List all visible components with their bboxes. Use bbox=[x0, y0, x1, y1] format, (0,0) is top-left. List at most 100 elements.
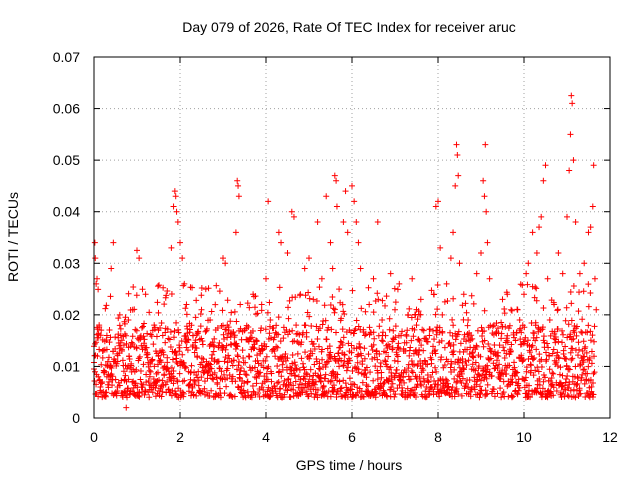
data-point bbox=[216, 339, 223, 346]
data-point bbox=[183, 323, 190, 330]
data-point bbox=[166, 336, 173, 343]
data-point bbox=[530, 356, 537, 363]
data-point bbox=[444, 380, 451, 387]
data-point bbox=[218, 368, 225, 375]
data-point bbox=[504, 332, 511, 339]
data-point bbox=[411, 326, 418, 333]
data-point bbox=[176, 342, 183, 349]
data-point bbox=[517, 336, 524, 343]
data-point bbox=[201, 385, 208, 392]
data-point bbox=[432, 203, 439, 210]
data-point bbox=[565, 393, 572, 400]
data-point bbox=[198, 306, 205, 313]
data-point bbox=[172, 390, 179, 397]
data-point bbox=[417, 378, 424, 385]
data-point bbox=[567, 131, 574, 138]
data-point bbox=[275, 378, 282, 385]
data-point bbox=[265, 198, 272, 205]
data-point bbox=[438, 337, 445, 344]
data-point bbox=[426, 332, 433, 339]
data-point bbox=[179, 351, 186, 358]
data-point bbox=[370, 309, 377, 316]
data-point bbox=[391, 285, 398, 292]
x-tick-labels: 0 2 4 6 8 10 12 bbox=[90, 429, 618, 445]
data-point bbox=[355, 239, 362, 246]
data-point bbox=[223, 342, 230, 349]
data-point bbox=[351, 327, 358, 334]
data-point bbox=[531, 294, 538, 301]
data-point bbox=[224, 375, 231, 382]
data-point bbox=[237, 301, 244, 308]
data-point bbox=[165, 335, 172, 342]
data-point bbox=[175, 326, 182, 333]
data-point bbox=[472, 359, 479, 366]
data-point bbox=[501, 354, 508, 361]
data-point bbox=[468, 332, 475, 339]
data-point bbox=[180, 393, 187, 400]
data-point bbox=[593, 306, 600, 313]
data-point bbox=[184, 336, 191, 343]
data-point bbox=[501, 306, 508, 313]
data-point bbox=[400, 347, 407, 354]
data-point bbox=[378, 369, 385, 376]
data-point bbox=[208, 355, 215, 362]
data-point bbox=[224, 322, 231, 329]
data-point bbox=[95, 373, 102, 380]
data-point bbox=[274, 363, 281, 370]
data-point bbox=[457, 340, 464, 347]
data-point bbox=[149, 356, 156, 363]
data-point bbox=[539, 385, 546, 392]
data-point bbox=[573, 323, 580, 330]
data-point bbox=[580, 338, 587, 345]
data-point bbox=[481, 327, 488, 334]
data-point bbox=[313, 323, 320, 330]
data-point bbox=[143, 379, 150, 386]
data-point bbox=[207, 317, 214, 324]
data-point bbox=[339, 393, 346, 400]
data-point bbox=[289, 352, 296, 359]
data-point bbox=[521, 291, 527, 298]
data-point bbox=[387, 270, 394, 277]
data-point bbox=[569, 345, 576, 352]
data-point bbox=[480, 366, 487, 373]
data-point bbox=[188, 322, 195, 329]
data-point bbox=[212, 393, 219, 400]
data-point bbox=[281, 391, 288, 398]
data-point bbox=[199, 338, 206, 345]
data-point bbox=[98, 327, 105, 334]
data-point bbox=[159, 377, 166, 384]
data-point bbox=[157, 325, 164, 332]
data-point bbox=[205, 285, 212, 292]
data-point bbox=[377, 363, 384, 370]
data-point bbox=[523, 368, 530, 375]
data-point bbox=[144, 330, 151, 337]
data-point bbox=[549, 370, 556, 377]
data-point bbox=[235, 362, 242, 369]
data-point bbox=[443, 377, 450, 384]
data-point bbox=[220, 331, 227, 338]
data-point bbox=[359, 379, 366, 386]
data-point bbox=[341, 310, 348, 317]
data-point bbox=[407, 376, 414, 383]
data-point bbox=[524, 337, 531, 344]
data-point bbox=[589, 394, 596, 401]
data-point bbox=[303, 333, 310, 340]
data-point bbox=[433, 331, 440, 338]
data-point bbox=[242, 371, 249, 378]
data-point bbox=[299, 389, 306, 396]
data-point bbox=[152, 384, 159, 391]
data-point bbox=[498, 335, 505, 342]
data-point bbox=[370, 377, 377, 384]
data-point bbox=[436, 324, 443, 331]
data-point bbox=[463, 338, 470, 345]
data-point bbox=[238, 383, 245, 390]
data-point bbox=[568, 356, 575, 363]
data-point bbox=[273, 322, 280, 329]
data-point bbox=[424, 338, 431, 345]
data-point bbox=[328, 326, 335, 333]
data-point bbox=[96, 346, 103, 353]
data-point bbox=[296, 367, 303, 374]
data-point bbox=[224, 297, 231, 304]
data-point bbox=[533, 249, 540, 256]
data-point bbox=[146, 367, 153, 374]
